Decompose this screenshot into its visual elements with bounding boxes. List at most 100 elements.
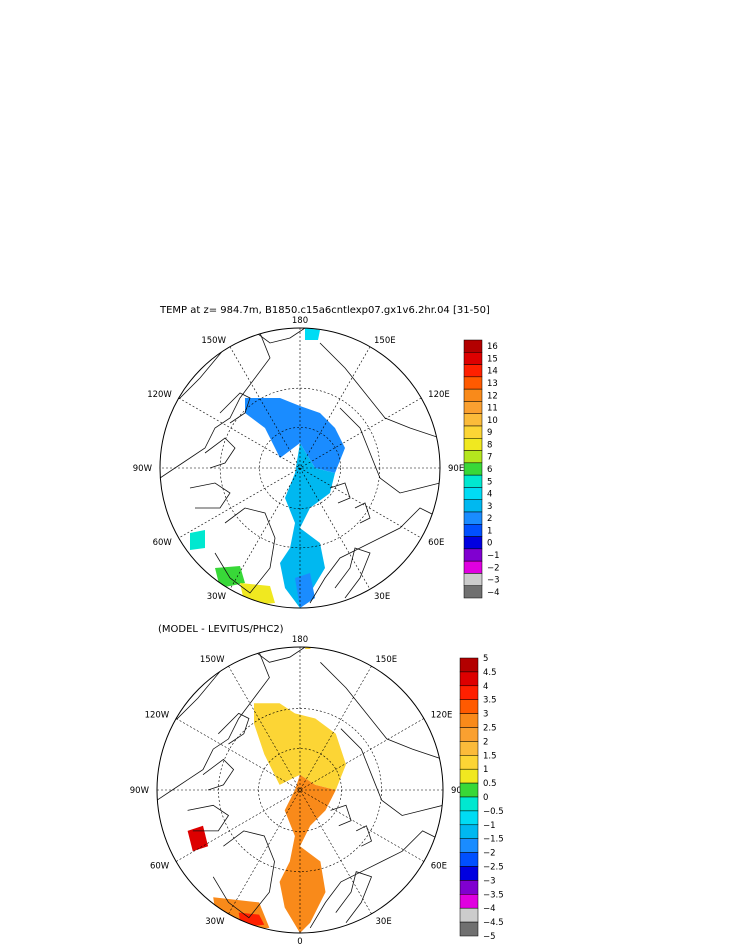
colorbar-tick-label: −2	[483, 849, 496, 859]
colorbar-tick-label: −1	[483, 821, 496, 831]
longitude-label: 0	[297, 937, 302, 945]
colorbar-swatch	[459, 852, 479, 867]
colorbar-swatch	[463, 352, 483, 365]
colorbar-swatch	[463, 413, 483, 427]
colorbar-swatch	[459, 768, 479, 784]
longitude-label: 150W	[201, 336, 226, 346]
longitude-label: 150E	[376, 655, 398, 665]
colorbar-swatch	[463, 364, 483, 378]
longitude-label: 90W	[133, 464, 153, 474]
colorbar-tick-label: 0.5	[483, 779, 497, 789]
longitude-label: 30W	[205, 917, 225, 927]
colorbar-swatch	[459, 741, 479, 756]
colorbar-swatch	[459, 894, 479, 909]
colorbar-tick-label: 14	[487, 367, 498, 377]
colorbar-swatch	[463, 573, 483, 586]
colorbar-swatch	[459, 699, 479, 714]
bottom-polar-map: 180 150E 120E 90E 60E 30E 0 30W 60W 90W 120W 150W 5 4…	[130, 635, 504, 945]
colorbar-swatch	[459, 713, 479, 728]
colorbar-tick-label: 2.5	[483, 724, 497, 734]
colorbar-tick-label: −5	[483, 932, 496, 942]
colorbar-swatch	[463, 585, 483, 599]
longitude-label: 150E	[374, 336, 396, 346]
bottom-map-title: (MODEL - LEVITUS/PHC2)	[158, 624, 284, 635]
colorbar-swatch	[459, 921, 479, 937]
colorbar-swatch	[459, 755, 479, 770]
colorbar-tick-label: −0.5	[483, 807, 504, 817]
colorbar-tick-label: 1.5	[483, 751, 497, 761]
colorbar-tick-label: 4.5	[483, 668, 497, 678]
colorbar-tick-label: 16	[487, 342, 498, 352]
colorbar-tick-label: 5	[487, 477, 492, 487]
colorbar-swatch	[463, 499, 483, 513]
longitude-label: 60W	[153, 538, 173, 548]
colorbar-swatch	[463, 376, 483, 390]
colorbar-tick-label: −1	[487, 551, 500, 561]
colorbar-tick-label: 13	[487, 379, 498, 389]
colorbar-swatch	[463, 388, 483, 402]
colorbar-tick-label: −3.5	[483, 890, 504, 900]
colorbar-tick-label: 9	[487, 428, 492, 438]
colorbar-tick-label: 3	[487, 502, 492, 512]
colorbar-tick-label: 6	[487, 465, 492, 475]
longitude-label: 120E	[428, 390, 450, 400]
colorbar-tick-label: −2	[487, 563, 500, 573]
colorbar-tick-label: −3	[483, 876, 496, 886]
longitude-label: 60E	[428, 538, 444, 548]
colorbar-swatch	[459, 685, 479, 700]
colorbar-tick-label: 10	[487, 416, 498, 426]
longitude-label: 150W	[200, 655, 225, 665]
longitude-label: 30E	[376, 917, 392, 927]
colorbar-tick-label: 2	[487, 514, 492, 524]
colorbar-swatch	[463, 462, 483, 476]
colorbar-tick-label: 12	[487, 391, 498, 401]
colorbar-swatch	[463, 474, 483, 488]
colorbar-swatch	[459, 782, 479, 798]
colorbar-swatch	[463, 511, 483, 525]
longitude-label: 30E	[374, 592, 390, 602]
longitude-label: 30W	[207, 592, 227, 602]
colorbar-tick-label: 15	[487, 354, 498, 364]
colorbar-swatch	[463, 536, 483, 550]
longitude-label: 180	[292, 316, 308, 326]
colorbar-tick-label: 0	[487, 539, 492, 549]
colorbar-tick-label: 3.5	[483, 696, 497, 706]
colorbar-swatch	[463, 425, 483, 439]
colorbar-swatch	[459, 727, 479, 742]
longitude-label: 120E	[431, 711, 453, 721]
top-polar-map: 180150E120E90E60E30E030W60W90W120W150W16…	[133, 316, 500, 609]
colorbar-swatch	[459, 671, 479, 687]
colorbar-swatch	[459, 866, 479, 881]
colorbar-tick-label: −2.5	[483, 863, 504, 873]
longitude-label: 180	[292, 635, 308, 645]
colorbar-tick-label: −4	[487, 588, 500, 598]
colorbar-swatch	[463, 401, 483, 414]
colorbar-tick-label: 7	[487, 453, 492, 463]
colorbar-swatch	[463, 548, 483, 562]
colorbar-swatch	[459, 907, 479, 923]
colorbar-swatch	[463, 560, 483, 574]
longitude-label: 90E	[451, 786, 467, 796]
colorbar-tick-label: 2	[483, 737, 488, 747]
longitude-label: 120W	[145, 711, 170, 721]
colorbar-tick-label: −1.5	[483, 835, 504, 845]
colorbar: 5 4.5 4 3.5 3 2.5 2 1.5 1 0.5 0 −0.5 −1 −1.5 −2 −2.5 −3 −…	[459, 654, 504, 942]
colorbar-tick-label: −4.5	[483, 918, 504, 928]
colorbar-swatch	[463, 339, 483, 353]
colorbar-swatch	[463, 524, 483, 537]
colorbar-swatch	[459, 824, 479, 839]
colorbar-tick-label: −4	[483, 904, 496, 914]
longitude-label: 90W	[130, 786, 150, 796]
colorbar-swatch	[459, 657, 479, 673]
colorbar-tick-label: 3	[483, 710, 488, 720]
colorbar-tick-label: 4	[483, 682, 488, 692]
colorbar-tick-label: −3	[487, 576, 500, 586]
colorbar-swatch	[459, 838, 479, 853]
colorbar-tick-label: 1	[483, 765, 488, 775]
longitude-label: 120W	[147, 390, 172, 400]
colorbar-tick-label: 8	[487, 440, 492, 450]
colorbar-tick-label: 4	[487, 490, 492, 500]
longitude-label: 90E	[448, 464, 464, 474]
colorbar-tick-label: 1	[487, 526, 492, 536]
colorbar-swatch	[459, 810, 479, 826]
